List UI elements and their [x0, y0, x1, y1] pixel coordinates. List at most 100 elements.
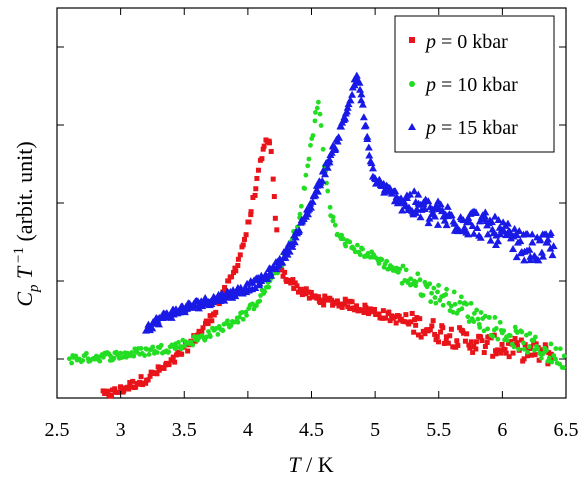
- data-point-triangle: [411, 208, 420, 216]
- data-point-triangle: [473, 223, 482, 231]
- x-tick-labels: 2.5 3 3.5 4 4.5 5 5.5 6 6.5: [45, 419, 579, 441]
- data-point-square: [546, 350, 552, 356]
- data-point-square: [545, 361, 551, 367]
- data-point-circle: [490, 334, 496, 339]
- data-point-circle: [400, 263, 406, 269]
- data-point-circle: [310, 133, 316, 138]
- data-point-square: [372, 306, 378, 312]
- data-point-square: [473, 346, 479, 352]
- data-point-square: [109, 392, 115, 398]
- data-point-circle: [408, 276, 414, 282]
- data-point-square: [506, 340, 512, 346]
- data-point-square: [115, 389, 121, 395]
- data-point-square: [200, 325, 206, 331]
- data-point-circle: [330, 218, 336, 224]
- data-point-circle: [444, 286, 449, 292]
- data-point-circle: [298, 203, 304, 209]
- x-axis-label: T / K: [288, 452, 333, 477]
- data-point-triangle: [494, 216, 503, 224]
- data-point-square: [320, 297, 326, 303]
- data-point-circle: [486, 315, 492, 320]
- data-point-circle: [553, 356, 558, 362]
- data-point-square: [299, 292, 305, 298]
- data-point-square: [536, 357, 542, 363]
- data-point-square: [222, 285, 228, 291]
- data-point-square: [232, 265, 238, 271]
- data-point-square: [266, 140, 272, 146]
- data-point-square: [185, 348, 191, 354]
- data-point-square: [303, 291, 309, 297]
- data-point-circle: [235, 319, 241, 325]
- legend-entry-0kbar: p = 0 kbar: [409, 31, 508, 53]
- data-point-triangle: [536, 235, 545, 243]
- data-point-circle: [262, 289, 267, 295]
- data-point-triangle: [483, 230, 492, 238]
- data-point-square: [253, 186, 259, 192]
- data-point-triangle: [308, 197, 317, 205]
- data-point-circle: [228, 323, 234, 328]
- data-point-square: [387, 318, 393, 324]
- data-point-circle: [215, 331, 221, 337]
- data-point-triangle: [516, 237, 525, 245]
- data-point-square: [550, 355, 556, 361]
- data-point-circle: [266, 284, 272, 290]
- data-point-triangle: [365, 151, 374, 159]
- data-point-triangle: [438, 206, 447, 214]
- x-tick-label: 3: [116, 419, 126, 441]
- data-point-circle: [459, 306, 465, 312]
- data-point-circle: [178, 346, 184, 352]
- data-point-triangle: [285, 247, 294, 255]
- data-point-circle: [97, 358, 103, 364]
- data-point-square: [137, 379, 143, 385]
- data-point-circle: [174, 345, 180, 350]
- data-point-triangle: [464, 230, 473, 238]
- data-point-triangle: [208, 298, 217, 306]
- data-point-circle: [475, 316, 481, 322]
- data-point-circle: [124, 354, 129, 360]
- data-point-circle: [512, 324, 518, 330]
- data-point-triangle: [436, 200, 445, 208]
- data-point-square: [529, 352, 535, 358]
- data-point-square: [237, 252, 243, 258]
- data-point-triangle: [465, 218, 474, 226]
- data-point-square: [366, 311, 372, 317]
- data-point-triangle: [405, 190, 414, 198]
- data-point-triangle: [355, 78, 364, 86]
- data-point-circle: [220, 328, 226, 334]
- data-point-circle: [129, 350, 135, 355]
- data-point-square: [170, 354, 176, 360]
- data-point-square: [466, 342, 472, 348]
- data-point-triangle: [311, 191, 320, 199]
- data-point-square: [429, 323, 435, 329]
- data-point-triangle: [490, 212, 499, 220]
- data-point-square: [199, 328, 205, 334]
- legend-entry-10kbar: p = 10 kbar: [409, 74, 518, 96]
- data-point-triangle: [331, 144, 340, 152]
- data-point-circle: [207, 334, 213, 340]
- data-point-circle: [531, 338, 536, 344]
- data-point-circle: [376, 261, 382, 266]
- data-point-square: [386, 309, 392, 315]
- data-point-circle: [302, 186, 308, 191]
- legend-label-10kbar: p = 10 kbar: [424, 74, 518, 96]
- x-tick-label: 5: [370, 419, 380, 441]
- data-point-triangle: [420, 205, 429, 213]
- data-point-square: [430, 318, 436, 324]
- data-point-triangle: [217, 289, 226, 297]
- data-point-circle: [354, 242, 360, 248]
- data-points: [66, 71, 567, 399]
- data-point-square: [490, 353, 496, 359]
- data-point-triangle: [313, 187, 322, 195]
- data-point-square: [270, 176, 276, 182]
- data-point-square: [514, 340, 520, 346]
- data-point-square: [179, 351, 185, 357]
- data-point-square: [457, 325, 463, 331]
- data-point-circle: [477, 325, 483, 330]
- data-point-square: [380, 308, 386, 314]
- data-point-triangle: [346, 96, 355, 104]
- data-point-circle: [176, 339, 181, 345]
- data-point-triangle: [263, 274, 272, 282]
- data-point-circle: [471, 311, 477, 316]
- data-point-triangle: [442, 221, 451, 229]
- data-point-square: [413, 322, 419, 328]
